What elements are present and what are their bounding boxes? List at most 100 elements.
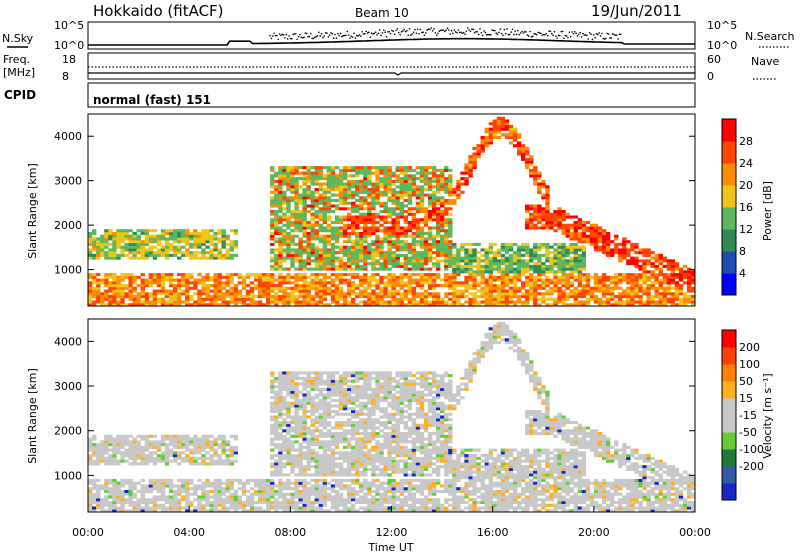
power-cell — [407, 297, 413, 301]
power-cell — [359, 168, 364, 172]
power-cell — [326, 168, 332, 172]
velocity-cell — [124, 448, 129, 452]
power-cell — [415, 190, 421, 194]
power-cell — [423, 281, 429, 285]
power-cell — [525, 253, 530, 257]
velocity-cell — [156, 443, 162, 447]
power-cell — [468, 286, 473, 290]
nsearch-point — [479, 28, 481, 30]
power-cell — [480, 278, 485, 282]
power-cell — [326, 226, 332, 230]
nsearch-point — [439, 29, 442, 32]
power-cell — [298, 242, 303, 246]
power-cell — [346, 240, 352, 244]
power-cell — [468, 157, 473, 161]
power-cell — [395, 168, 400, 172]
velocity-cell — [197, 484, 202, 488]
power-cell — [557, 295, 562, 299]
power-cell — [310, 201, 315, 205]
power-cell — [346, 201, 352, 205]
velocity-cell — [229, 462, 234, 466]
power-cell — [294, 251, 299, 255]
power-cell — [387, 278, 392, 282]
power-cell — [666, 284, 672, 288]
power-cell — [367, 193, 372, 197]
nsearch-point — [290, 37, 293, 40]
power-cell — [601, 300, 607, 304]
power-cell — [383, 185, 388, 189]
power-cell — [597, 234, 603, 238]
velocity-cell — [88, 498, 93, 502]
power-cell — [270, 237, 275, 241]
velocity-cell — [152, 500, 158, 505]
velocity-cell — [270, 481, 275, 485]
power-cell — [140, 295, 145, 299]
velocity-cell — [197, 487, 202, 491]
power-cell — [359, 295, 364, 299]
power-cell — [355, 223, 360, 227]
velocity-cell — [241, 492, 247, 496]
power-cell — [274, 297, 279, 301]
power-cell — [431, 171, 437, 175]
power-cell — [573, 215, 578, 219]
power-cell — [529, 174, 534, 178]
velocity-cell — [144, 440, 149, 444]
power-cell — [407, 284, 413, 288]
power-cell — [561, 226, 566, 230]
power-cell — [545, 218, 550, 222]
power-cell — [448, 245, 453, 249]
power-cell — [100, 303, 105, 307]
power-cell — [375, 259, 380, 263]
power-cell — [423, 171, 429, 175]
power-cell — [452, 286, 457, 290]
power-cell — [330, 234, 336, 238]
power-cell — [270, 204, 275, 208]
velocity-cell — [278, 421, 283, 425]
power-cell — [529, 223, 534, 227]
velocity-cell — [156, 487, 162, 491]
power-cell — [614, 281, 619, 285]
velocity-cell — [278, 481, 283, 485]
power-cell — [423, 251, 429, 255]
power-cell — [646, 253, 651, 257]
power-cell — [326, 234, 332, 238]
power-cell — [666, 264, 672, 268]
power-cell — [326, 281, 332, 285]
velocity-cell — [270, 443, 275, 447]
power-cell — [290, 171, 295, 175]
power-cell — [160, 229, 166, 233]
power-cell — [302, 289, 307, 293]
power-cell — [278, 237, 283, 241]
power-cell — [431, 300, 437, 304]
power-cell — [440, 179, 445, 183]
power-cell — [452, 281, 457, 285]
power-cell — [387, 231, 392, 235]
velocity-cell — [144, 456, 149, 460]
power-cell — [589, 229, 595, 233]
power-cell — [419, 297, 425, 301]
velocity-cell — [88, 500, 93, 505]
power-cell — [585, 297, 591, 301]
nsearch-point — [426, 29, 428, 31]
power-cell — [448, 253, 453, 257]
power-cell — [124, 248, 129, 252]
power-cell — [403, 264, 408, 268]
power-cell — [209, 284, 214, 288]
nsearch-point — [269, 35, 271, 37]
power-cell — [278, 166, 283, 170]
power-cell — [278, 185, 283, 189]
power-cell — [561, 278, 566, 282]
power-cell — [508, 297, 514, 301]
power-cell — [541, 193, 546, 197]
power-cell — [310, 278, 315, 282]
power-cell — [185, 292, 190, 296]
power-cell — [322, 182, 328, 186]
power-cell — [537, 242, 542, 246]
velocity-cell — [245, 478, 251, 482]
power-cell — [298, 199, 303, 203]
power-cell — [253, 278, 259, 282]
power-cell — [427, 303, 433, 307]
power-cell — [585, 275, 591, 279]
velocity-cell — [278, 495, 283, 499]
power-cell — [152, 289, 158, 293]
